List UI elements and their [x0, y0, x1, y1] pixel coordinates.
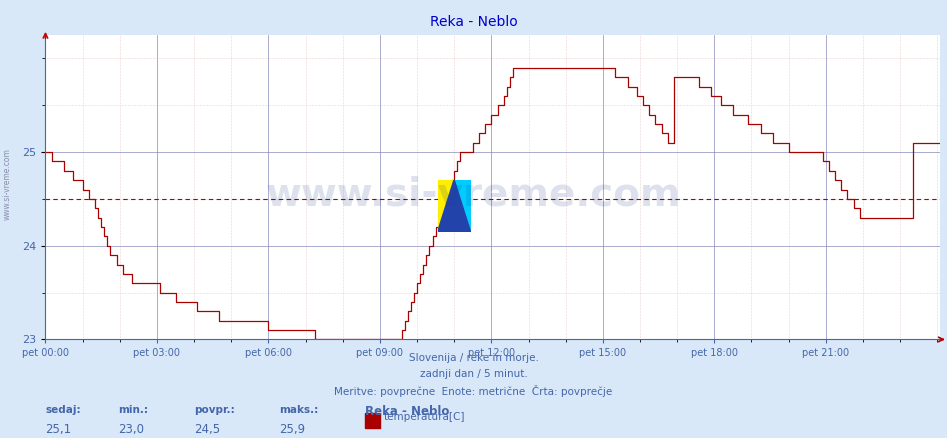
Text: 23,0: 23,0 [118, 423, 144, 436]
Text: maks.:: maks.: [279, 405, 318, 415]
Text: www.si-vreme.com: www.si-vreme.com [3, 148, 12, 220]
Text: temperatura[C]: temperatura[C] [384, 412, 465, 422]
Text: Meritve: povprečne  Enote: metrične  Črta: povprečje: Meritve: povprečne Enote: metrične Črta:… [334, 385, 613, 396]
Text: povpr.:: povpr.: [194, 405, 235, 415]
Polygon shape [438, 180, 471, 232]
Text: Reka - Neblo: Reka - Neblo [430, 15, 517, 29]
Text: Slovenija / reke in morje.: Slovenija / reke in morje. [408, 353, 539, 363]
Text: Reka - Neblo: Reka - Neblo [365, 405, 449, 418]
Text: www.si-vreme.com: www.si-vreme.com [266, 176, 681, 214]
Polygon shape [455, 180, 471, 232]
Text: 25,1: 25,1 [45, 423, 72, 436]
Polygon shape [438, 180, 455, 232]
Text: 24,5: 24,5 [194, 423, 221, 436]
Text: min.:: min.: [118, 405, 149, 415]
Text: 25,9: 25,9 [279, 423, 306, 436]
Text: zadnji dan / 5 minut.: zadnji dan / 5 minut. [420, 369, 527, 379]
Text: sedaj:: sedaj: [45, 405, 81, 415]
